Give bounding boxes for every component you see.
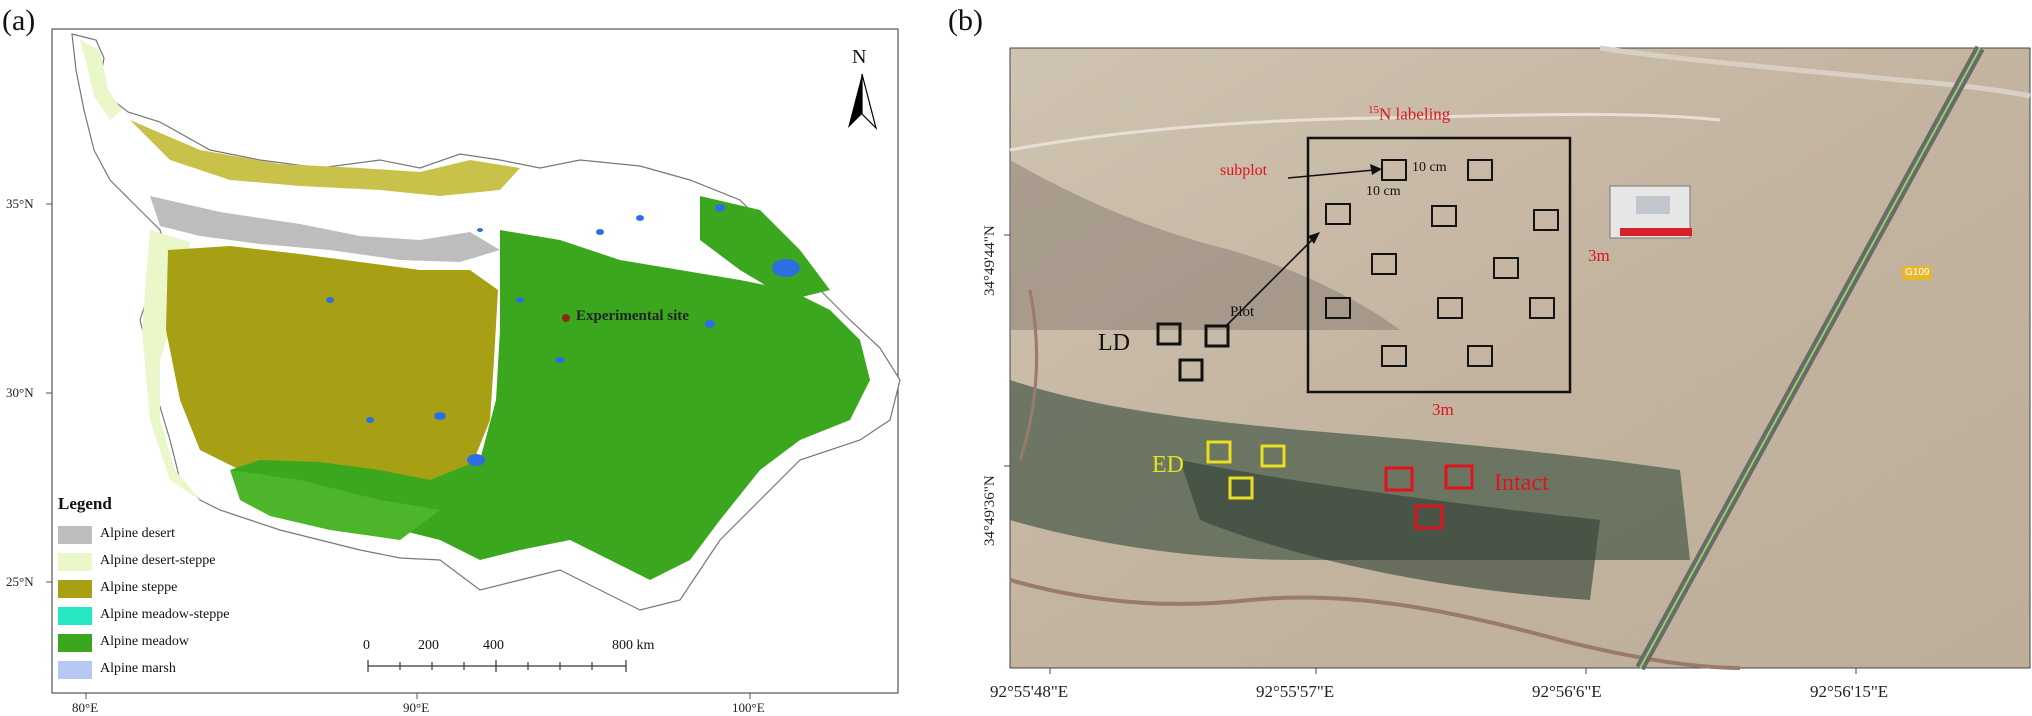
ed-label: ED xyxy=(1152,452,1184,478)
legend-item-alpine-meadow: Alpine meadow xyxy=(100,634,190,649)
ld-plots xyxy=(1156,322,1230,382)
plot-label: Plot xyxy=(1230,304,1255,320)
legend-title: Legend xyxy=(58,494,112,513)
dimension-label-1: 10 cm xyxy=(1412,160,1447,175)
side-right-label: 3m xyxy=(1588,246,1610,265)
desert-region xyxy=(150,196,500,262)
scale-bar xyxy=(367,660,627,672)
experimental-site-label: Experimental site xyxy=(576,308,689,324)
legend-item-alpine-meadow-steppe: Alpine meadow-steppe xyxy=(100,607,230,622)
plot-3m-square xyxy=(1306,136,1572,394)
legend-item-alpine-marsh: Alpine marsh xyxy=(100,661,176,676)
legend-item-alpine-desert-steppe: Alpine desert-steppe xyxy=(100,553,216,568)
lat-tick-25: 25°N xyxy=(6,574,34,589)
subplot-label: subplot xyxy=(1220,162,1268,179)
legend-item-alpine-desert: Alpine desert xyxy=(100,526,176,541)
road-sign-label: G109 xyxy=(1905,267,1930,278)
scale-tick-0: 0 xyxy=(363,638,370,653)
lon-tick-90: 90°E xyxy=(403,700,430,715)
scale-tick-400: 400 xyxy=(483,638,504,653)
lat-tick-35: 35°N xyxy=(6,196,34,211)
subplots xyxy=(1325,159,1559,367)
labeling-text: N labeling xyxy=(1379,104,1451,124)
lat-tick-34-49-36: 34°49'36"N xyxy=(982,475,998,546)
lon-tick-100: 100°E xyxy=(732,700,765,715)
labeling-superscript: 15 xyxy=(1368,104,1379,116)
scale-tick-800: 800 km xyxy=(612,638,655,653)
ld-label: LD xyxy=(1098,330,1130,356)
scale-tick-200: 200 xyxy=(418,638,439,653)
intact-plots xyxy=(1384,464,1474,530)
lon-tick-92-56-15: 92°56'15"E xyxy=(1810,682,1889,701)
lat-tick-30: 30°N xyxy=(6,385,34,400)
legend-item-alpine-steppe: Alpine steppe xyxy=(100,580,178,595)
meadow-region xyxy=(230,230,870,580)
lon-tick-92-56-6: 92°56'6"E xyxy=(1532,682,1602,701)
panel-b-letter: (b) xyxy=(948,4,983,37)
legend-swatches xyxy=(58,526,92,679)
steppe-region xyxy=(166,246,498,488)
side-bottom-label: 3m xyxy=(1432,400,1454,419)
intact-label: Intact xyxy=(1494,470,1549,496)
ed-plots xyxy=(1206,440,1286,500)
lon-tick-80: 80°E xyxy=(72,700,99,715)
desert-steppe-region xyxy=(142,230,200,500)
experimental-site-marker xyxy=(562,314,570,322)
lon-tick-92-55-48: 92°55'48"E xyxy=(990,682,1069,701)
north-arrow-icon xyxy=(848,73,878,130)
panel-a-letter: (a) xyxy=(2,4,36,37)
north-label: N xyxy=(852,46,867,68)
dimension-label-2: 10 cm xyxy=(1366,184,1401,199)
lon-tick-92-55-57: 92°55'57"E xyxy=(1256,682,1335,701)
lat-tick-34-49-44: 34°49'44"N xyxy=(982,225,998,296)
labeling-title: 15N labeling xyxy=(1368,104,1450,125)
